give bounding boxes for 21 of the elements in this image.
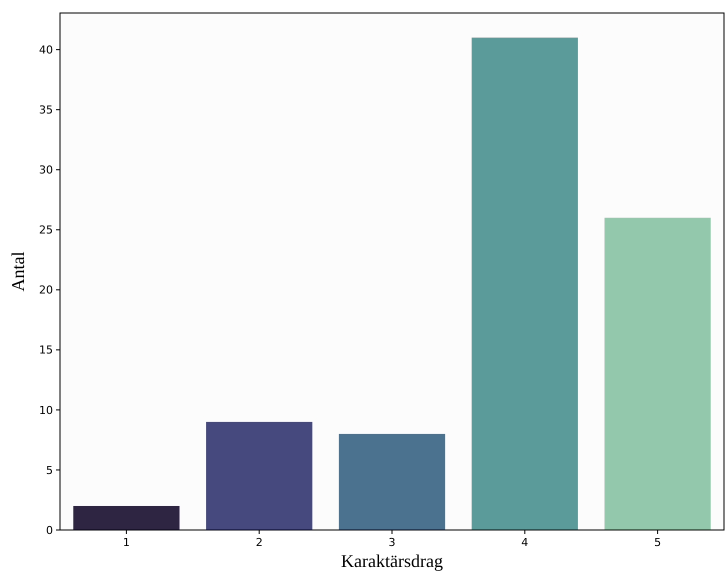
x-tick-label: 4 [521,536,528,549]
y-axis-title: Antal [8,252,28,292]
y-tick-label: 20 [39,284,53,297]
x-axis-title: Karaktärsdrag [341,551,443,571]
bar [338,434,446,530]
y-tick-label: 35 [39,104,53,117]
x-tick-label: 5 [654,536,662,549]
y-tick-label: 40 [39,43,53,56]
x-tick-label: 3 [388,536,396,549]
bar [206,422,312,530]
y-tick-label: 15 [39,344,53,357]
bar [73,506,180,530]
y-tick-label: 10 [39,404,53,417]
x-tick-label: 1 [122,536,130,549]
x-tick-label: 2 [256,536,263,549]
bar [472,38,578,530]
y-tick-label: 30 [39,164,53,177]
y-tick-label: 0 [46,524,53,537]
y-tick-label: 5 [46,464,53,477]
bar [604,218,711,530]
y-tick-label: 25 [39,224,53,237]
